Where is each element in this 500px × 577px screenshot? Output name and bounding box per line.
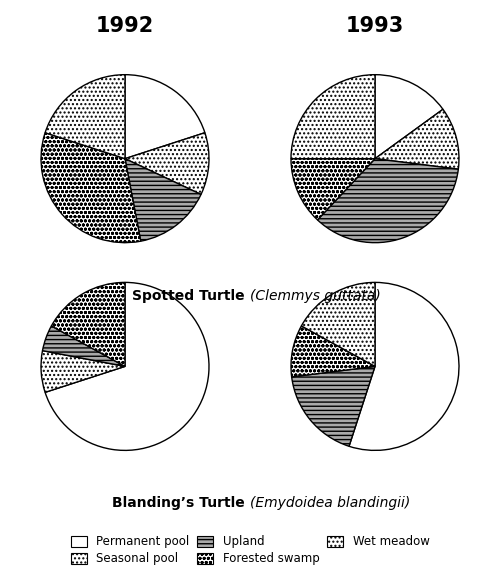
Wedge shape [125,133,209,194]
Wedge shape [291,74,375,159]
Wedge shape [292,366,375,446]
Wedge shape [52,282,125,366]
Wedge shape [349,282,459,451]
Text: Spotted Turtle: Spotted Turtle [132,289,250,303]
Wedge shape [302,282,375,366]
Wedge shape [125,159,201,241]
Text: 1993: 1993 [346,16,404,36]
Wedge shape [42,326,125,366]
Text: Blanding’s Turtle: Blanding’s Turtle [112,496,250,510]
Wedge shape [45,74,125,159]
Wedge shape [375,74,443,159]
Text: 1992: 1992 [96,16,154,36]
Wedge shape [375,109,459,169]
Wedge shape [41,351,125,392]
Wedge shape [41,133,140,243]
Wedge shape [318,159,458,243]
Wedge shape [291,159,375,220]
Text: (Clemmys guttata): (Clemmys guttata) [250,289,381,303]
Wedge shape [45,282,209,451]
Text: (Emydoidea blandingii): (Emydoidea blandingii) [250,496,410,510]
Legend: Permanent pool, Seasonal pool, Upland, Forested swamp, Wet meadow: Permanent pool, Seasonal pool, Upland, F… [70,535,430,565]
Wedge shape [291,326,375,377]
Wedge shape [125,74,205,159]
